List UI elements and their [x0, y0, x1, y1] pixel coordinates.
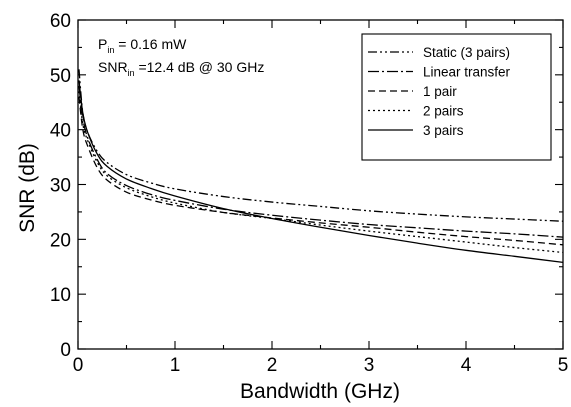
legend-label-static-3-pairs: Static (3 pairs)	[423, 45, 510, 60]
legend-label-1-pair: 1 pair	[423, 84, 457, 99]
svg-text:SNRin =12.4 dB @ 30 GHz: SNRin =12.4 dB @ 30 GHz	[98, 59, 264, 78]
svg-text:Pin = 0.16 mW: Pin = 0.16 mW	[98, 36, 187, 55]
legend-label-3-pairs: 3 pairs	[423, 123, 464, 138]
series-line-3-pairs	[78, 80, 564, 264]
annotation-snr-in: SNRin =12.4 dB @ 30 GHz	[98, 59, 264, 78]
y-axis-label: SNR (dB)	[16, 143, 39, 233]
x-tick-label: 4	[461, 355, 472, 376]
y-tick-label: 40	[50, 121, 71, 142]
x-tick-label: 3	[364, 355, 375, 376]
legend: Static (3 pairs) Linear transfer 1 pair 2 p…	[361, 33, 552, 161]
legend-label-linear-transfer: Linear transfer	[423, 65, 511, 80]
x-tick-label: 1	[170, 355, 181, 376]
annotation-pin: Pin = 0.16 mW	[98, 36, 187, 55]
y-tick-label: 10	[50, 285, 71, 306]
y-tick-label: 30	[50, 176, 71, 197]
y-tick-label: 50	[50, 66, 71, 87]
x-axis-label: Bandwidth (GHz)	[240, 380, 400, 403]
y-tick-label: 0	[60, 340, 71, 361]
legend-box	[361, 33, 552, 161]
series-line-1-pair	[78, 96, 564, 246]
series-line-linear-transfer	[78, 85, 564, 238]
y-tick-label: 20	[50, 230, 71, 251]
legend-label-2-pairs: 2 pairs	[423, 104, 464, 119]
x-tick-label: 0	[73, 355, 84, 376]
x-tick-label: 5	[558, 355, 569, 376]
series-lines	[78, 69, 564, 264]
y-tick-label: 60	[50, 11, 71, 32]
x-tick-label: 2	[267, 355, 278, 376]
